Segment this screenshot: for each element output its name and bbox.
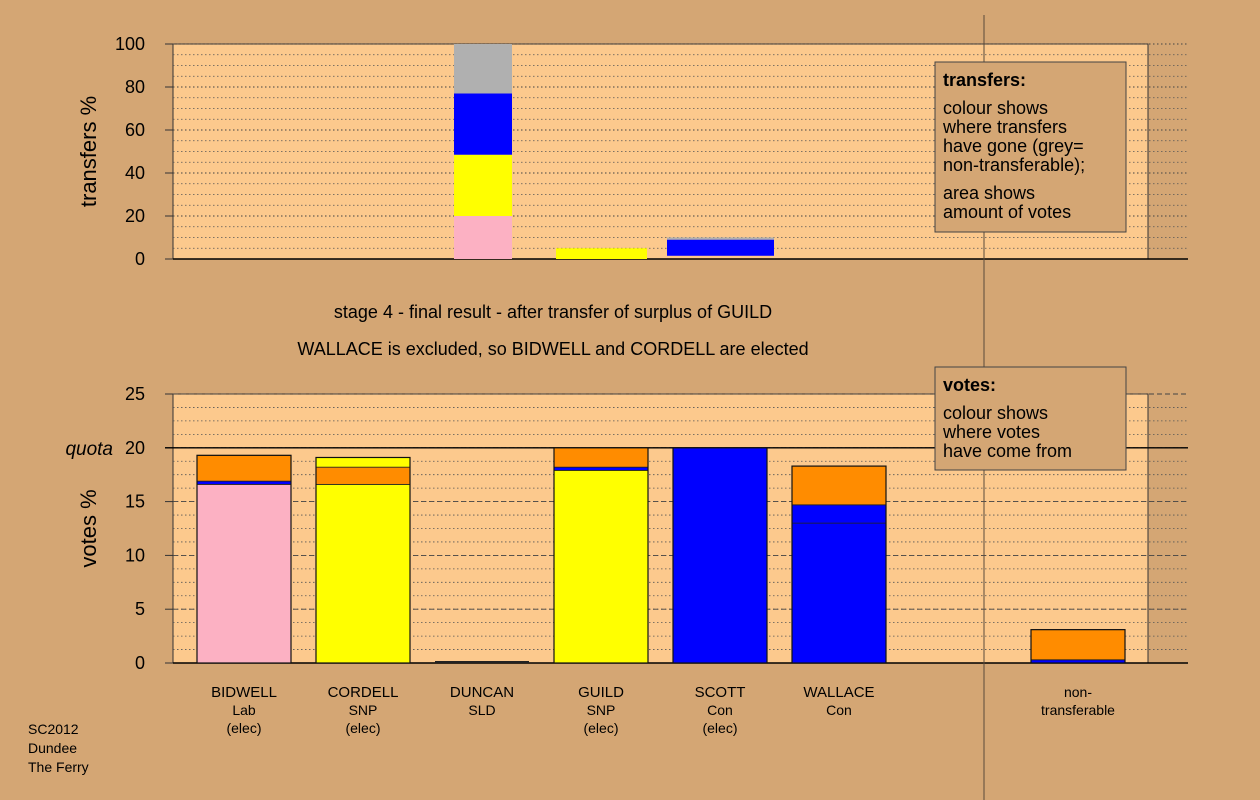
candidate-label: DUNCAN [450, 684, 514, 701]
legend-title: transfers: [943, 70, 1026, 90]
votes-tick-label: 15 [125, 492, 145, 512]
legend-text: colour shows [943, 403, 1048, 423]
legend-text: have come from [943, 441, 1072, 461]
transfers-tick-label: 100 [115, 34, 145, 54]
footer-line: The Ferry [28, 759, 89, 775]
candidate-label: (elec) [226, 720, 261, 736]
transfers-tick-label: 20 [125, 206, 145, 226]
candidate-label: non- [1064, 684, 1092, 700]
transfer-bar-segment [667, 239, 774, 256]
vote-bar-segment [672, 447, 768, 664]
candidate-label: Con [707, 702, 733, 718]
legend-text: where transfers [942, 117, 1067, 137]
transfers-tick-label: 60 [125, 120, 145, 140]
candidate-label: SNP [349, 702, 378, 718]
votes-tick-label: 10 [125, 545, 145, 565]
transfer-bar-segment [454, 216, 512, 259]
transfer-bar-segment [667, 237, 774, 240]
legend-text: amount of votes [943, 202, 1071, 222]
quota-label: quota [65, 439, 113, 460]
candidate-label: BIDWELL [211, 684, 277, 701]
candidate-label: CORDELL [328, 684, 399, 701]
vote-bar-outline [672, 447, 768, 664]
vote-bar-segment [315, 457, 411, 468]
legend-text: where votes [942, 422, 1040, 442]
footer-line: Dundee [28, 740, 77, 756]
vote-bar-segment [791, 504, 887, 524]
transfer-bar-segment [556, 248, 647, 259]
vote-bar-segment [553, 466, 649, 471]
candidate-label: GUILD [578, 684, 624, 701]
vote-bar-segment [1030, 629, 1126, 661]
vote-bar-outline [315, 456, 411, 664]
vote-bar-segment [791, 465, 887, 506]
candidate-label: transferable [1041, 702, 1115, 718]
legend-text: area shows [943, 183, 1035, 203]
transfers-tick-label: 0 [135, 249, 145, 269]
legend-box [934, 366, 1127, 471]
legend-text: non-transferable); [943, 155, 1085, 175]
transfer-bar-segment [454, 93, 512, 155]
candidate-label: (elec) [702, 720, 737, 736]
vote-bar-segment [196, 483, 292, 664]
outcome-caption: WALLACE is excluded, so BIDWELL and CORD… [297, 339, 808, 359]
legend-text: colour shows [943, 98, 1048, 118]
candidate-label: SCOTT [695, 684, 746, 701]
vote-bar-segment [315, 483, 411, 664]
vote-bar-outline [196, 454, 292, 664]
vote-bar-outline [791, 465, 887, 664]
vote-bar-outline [553, 447, 649, 664]
candidate-label: Con [826, 702, 852, 718]
legend-title: votes: [943, 375, 996, 395]
vote-bar-segment [196, 454, 292, 482]
transfers-y-axis-label: transfers % [76, 96, 101, 207]
transfers-tick-label: 40 [125, 163, 145, 183]
transfer-bar-segment [454, 44, 512, 94]
vote-bar-segment [315, 466, 411, 485]
stage-caption: stage 4 - final result - after transfer … [334, 302, 772, 322]
footer-text: SC2012 Dundee The Ferry [28, 721, 89, 775]
votes-tick-label: 0 [135, 653, 145, 673]
legend-box [934, 61, 1127, 233]
candidate-label: SNP [587, 702, 616, 718]
candidate-label: WALLACE [803, 684, 874, 701]
votes-tick-label: 5 [135, 599, 145, 619]
candidate-label: (elec) [345, 720, 380, 736]
vote-bar-outline [1030, 629, 1126, 664]
transfer-bar-segment [454, 154, 512, 216]
vote-bar-segment [553, 447, 649, 468]
legend-text: have gone (grey= [943, 136, 1084, 156]
candidate-label: SLD [468, 702, 495, 718]
votes-tick-label: 20 [125, 438, 145, 458]
vote-bar-segment [791, 522, 887, 664]
candidate-label: (elec) [583, 720, 618, 736]
votes-tick-label: 25 [125, 384, 145, 404]
footer-line: SC2012 [28, 721, 79, 737]
vote-bar-segment [553, 469, 649, 664]
transfers-tick-label: 80 [125, 77, 145, 97]
candidate-label: Lab [232, 702, 256, 718]
vote-bar-segment [196, 480, 292, 485]
votes-y-axis-label: votes % [76, 489, 101, 567]
